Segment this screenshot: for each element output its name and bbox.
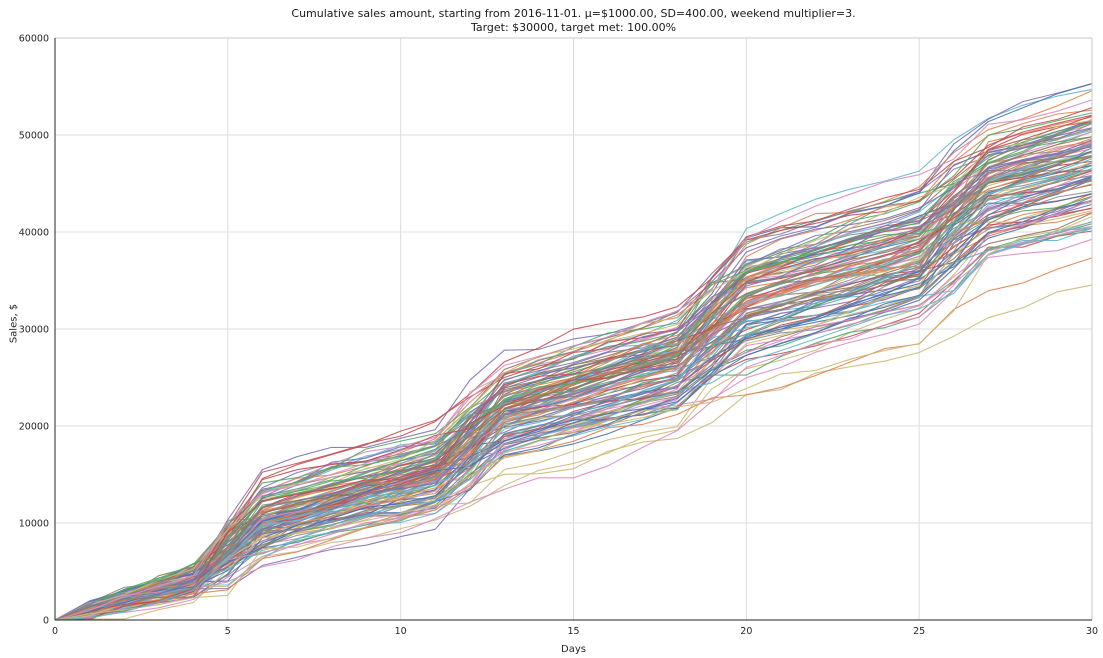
- simulation-line: [54, 175, 1093, 621]
- simulation-line: [54, 119, 1093, 621]
- y-tick-label: 40000: [19, 228, 49, 239]
- simulation-line: [54, 107, 1093, 621]
- simulation-line: [54, 158, 1093, 621]
- y-tick-label: 10000: [19, 519, 49, 530]
- x-tick-label: 25: [913, 626, 925, 637]
- x-tick-label: 30: [1086, 626, 1098, 637]
- x-axis-label: Days: [561, 644, 586, 655]
- x-tick-label: 10: [395, 626, 407, 637]
- simulation-line: [54, 115, 1093, 621]
- chart-title-block: Cumulative sales amount, starting from 2…: [55, 7, 1092, 35]
- simulation-line: [54, 121, 1093, 621]
- simulation-line: [54, 155, 1093, 621]
- simulation-line: [54, 179, 1093, 621]
- simulation-line: [54, 169, 1093, 621]
- simulation-line: [54, 145, 1093, 621]
- y-axis-label: Sales, $: [8, 303, 20, 344]
- chart-title: Cumulative sales amount, starting from 2…: [291, 7, 856, 20]
- simulation-line: [54, 199, 1093, 621]
- x-tick-label: 0: [52, 626, 58, 637]
- y-tick-label: 0: [43, 616, 49, 627]
- simulation-line: [54, 112, 1093, 621]
- x-tick-label: 20: [740, 626, 752, 637]
- x-tick-label: 15: [567, 626, 579, 637]
- simulation-line: [54, 199, 1093, 621]
- simulation-line: [54, 216, 1093, 621]
- simulation-line: [54, 227, 1093, 621]
- y-tick-label: 60000: [19, 34, 49, 45]
- simulation-line: [54, 178, 1093, 621]
- y-tick-label: 20000: [19, 422, 49, 433]
- y-tick-label: 50000: [19, 131, 49, 142]
- simulation-line: [54, 127, 1093, 621]
- simulation-line: [54, 146, 1093, 621]
- simulation-line: [54, 136, 1093, 621]
- simulation-line: [54, 144, 1093, 621]
- simulation-line: [54, 140, 1093, 621]
- chart-subtitle: Target: $30000, target met: 100.00%: [470, 21, 677, 34]
- simulation-line: [54, 99, 1093, 621]
- y-tick-label: 30000: [19, 325, 49, 336]
- x-tick-label: 5: [225, 626, 231, 637]
